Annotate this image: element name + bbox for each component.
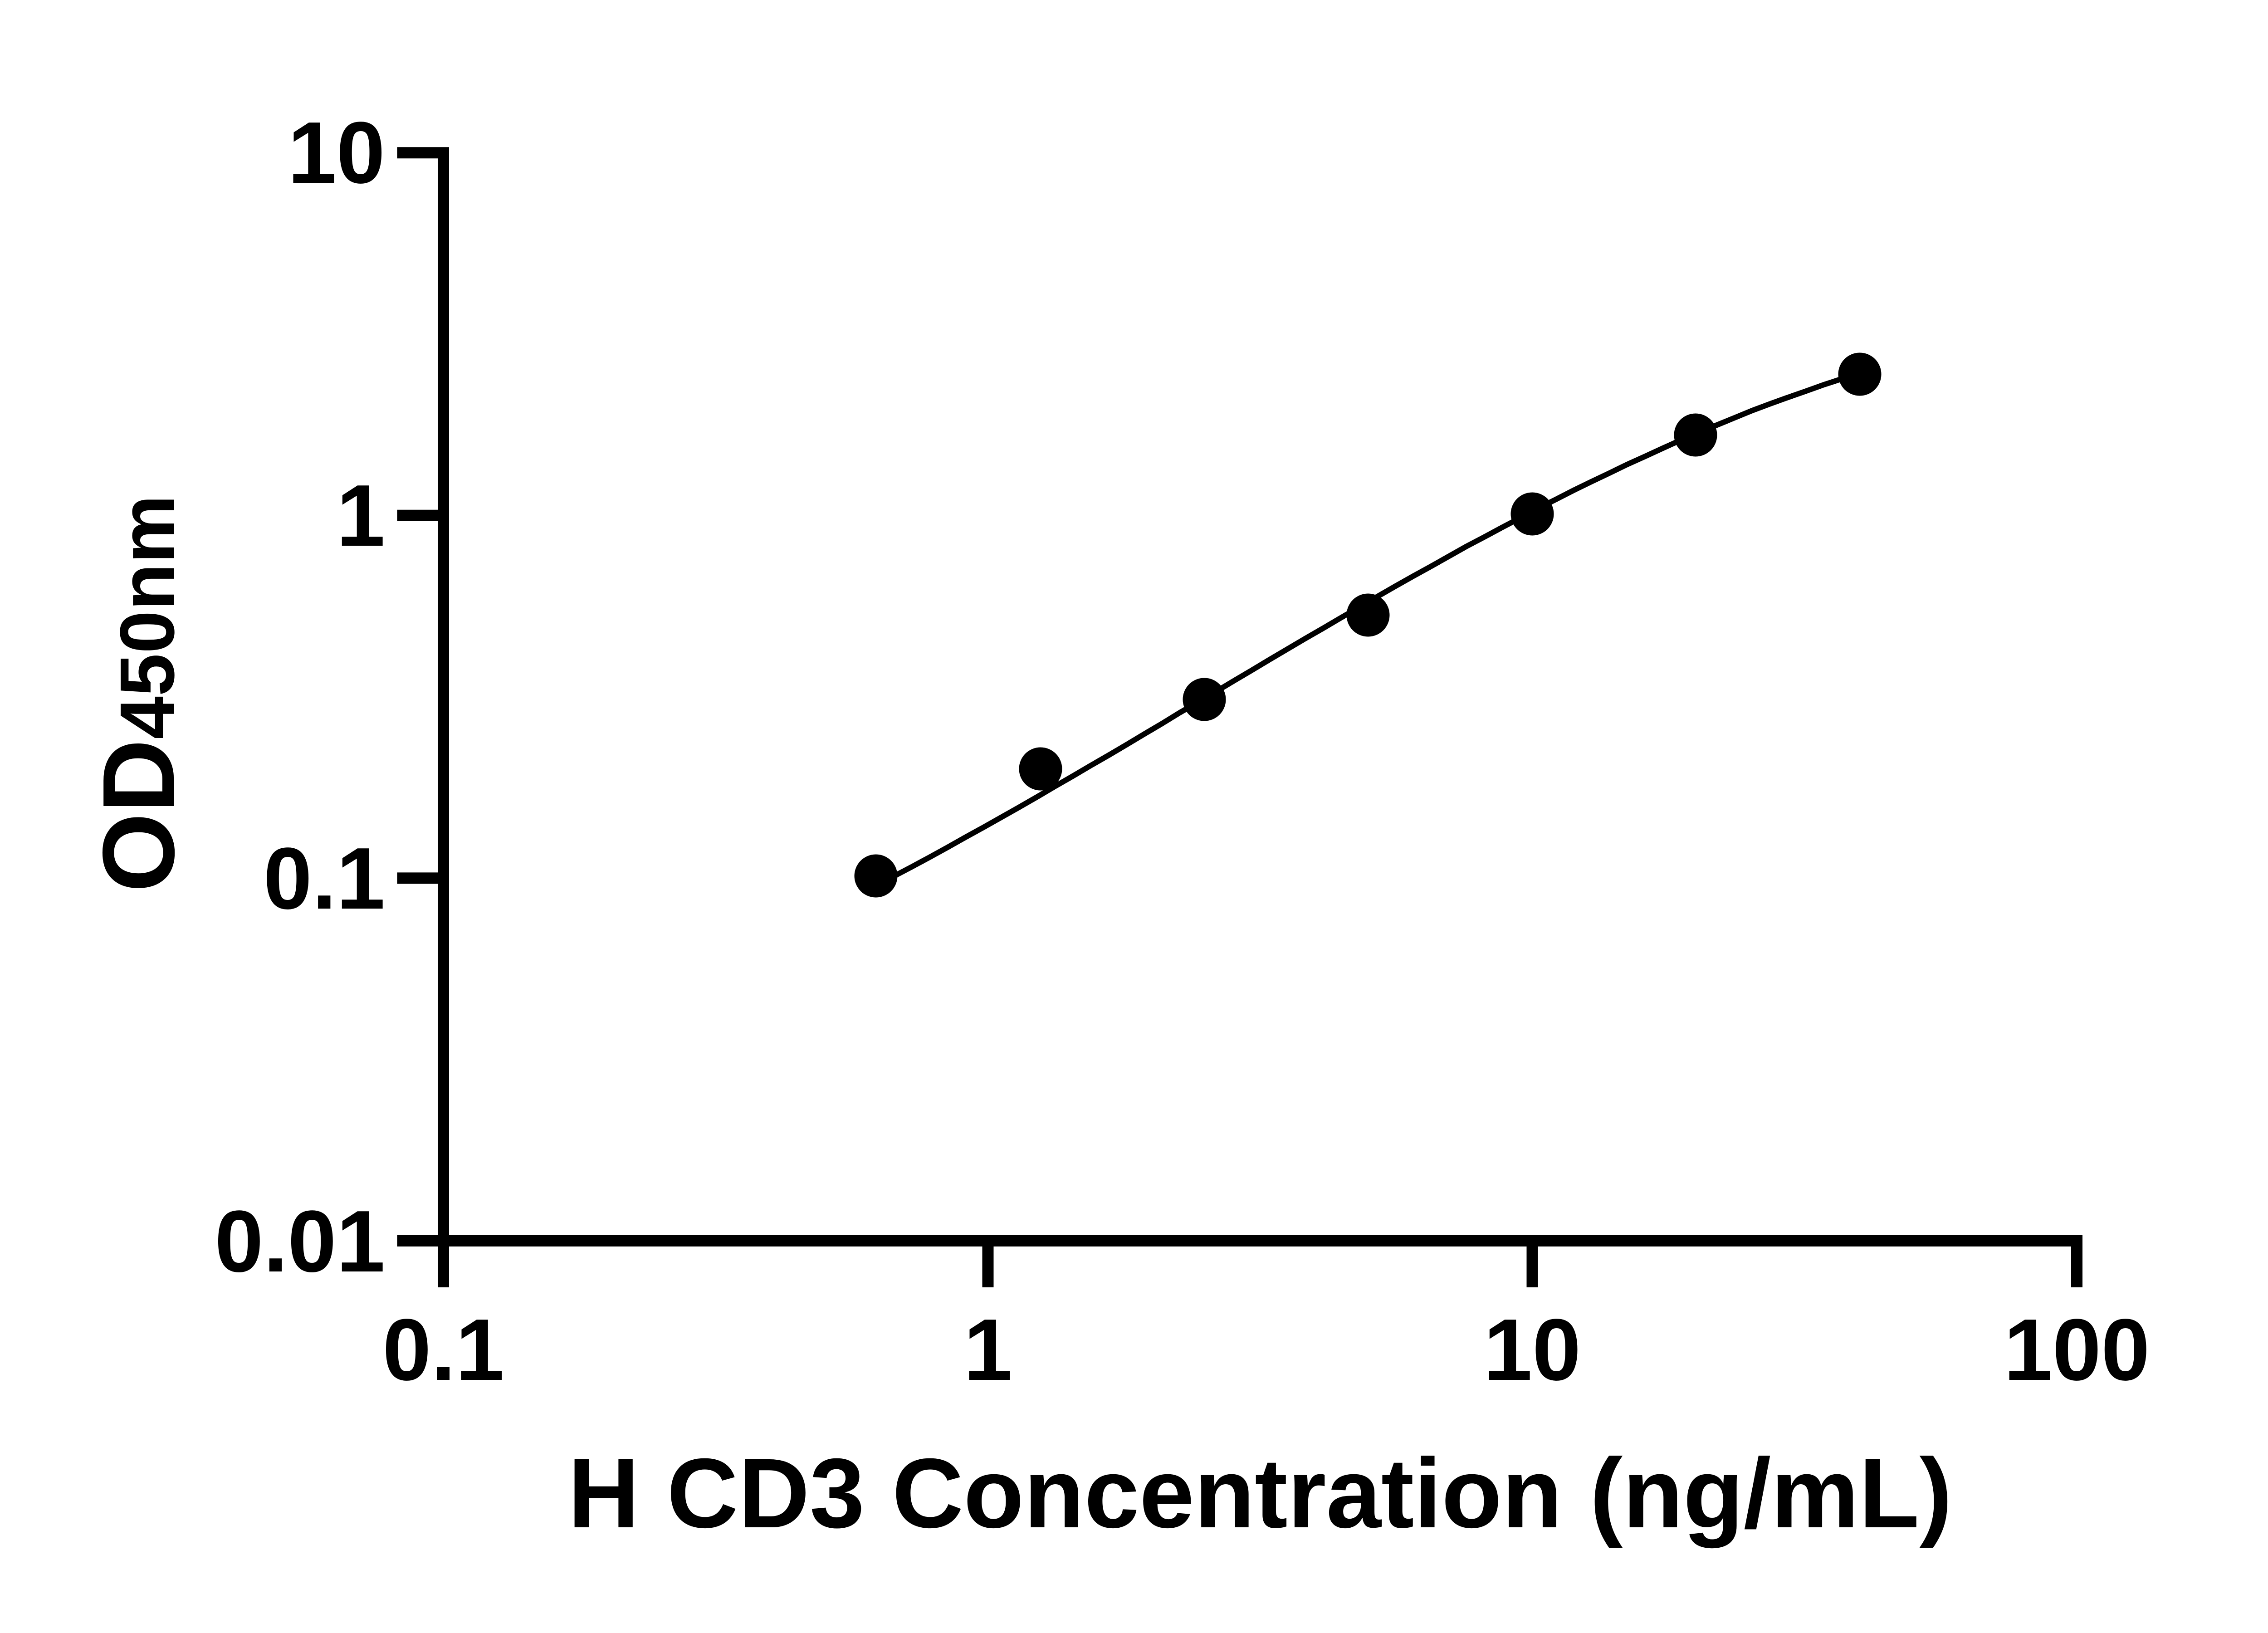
svg-text:H CD3 Concentration (ng/mL): H CD3 Concentration (ng/mL) [568, 1438, 1952, 1549]
svg-text:0.1: 0.1 [264, 829, 385, 927]
svg-text:100: 100 [2004, 1301, 2150, 1398]
svg-text:1: 1 [337, 466, 385, 564]
svg-text:10: 10 [1484, 1301, 1581, 1398]
svg-text:1: 1 [963, 1301, 1012, 1398]
svg-text:10: 10 [288, 103, 385, 201]
svg-text:0.1: 0.1 [382, 1301, 504, 1398]
svg-text:0.01: 0.01 [215, 1192, 385, 1290]
